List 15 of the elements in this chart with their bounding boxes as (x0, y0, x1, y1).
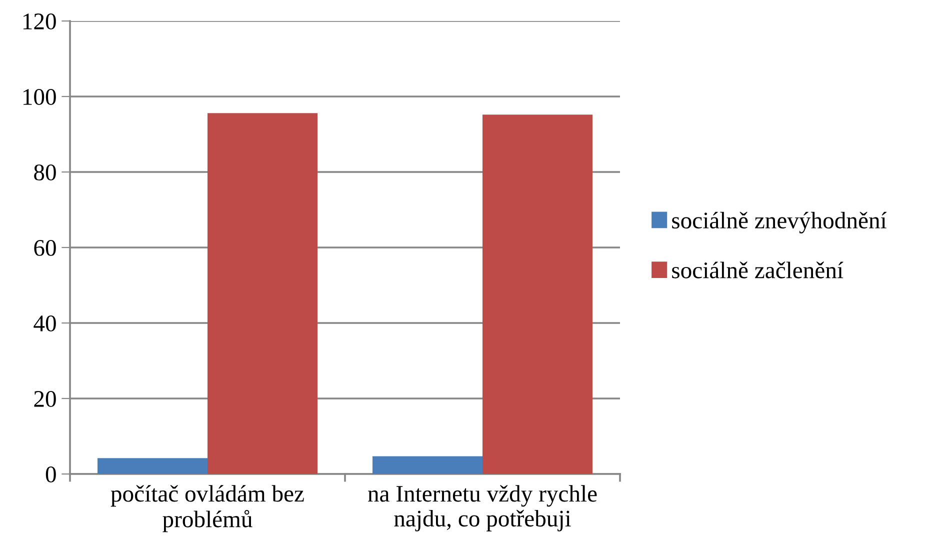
bar (482, 114, 592, 474)
legend-label: sociálně znevýhodnění (672, 212, 887, 234)
y-tick-label: 20 (34, 390, 56, 407)
y-tick-label: 80 (34, 164, 56, 180)
y-tick-label: 60 (34, 240, 56, 256)
bar (208, 113, 318, 474)
y-tick-label: 120 (23, 13, 56, 30)
y-tick-label: 0 (46, 466, 56, 482)
bar (372, 456, 482, 474)
bar (98, 458, 208, 474)
legend-label: sociálně začlenění (672, 262, 844, 278)
y-tick-label: 40 (34, 315, 56, 332)
y-tick-label: 100 (23, 88, 56, 105)
x-tick-label: na Internetu vždy rychle najdu, co potřebuji (368, 485, 597, 532)
x-tick-label: počítač ovládám bez problémů (110, 485, 304, 532)
